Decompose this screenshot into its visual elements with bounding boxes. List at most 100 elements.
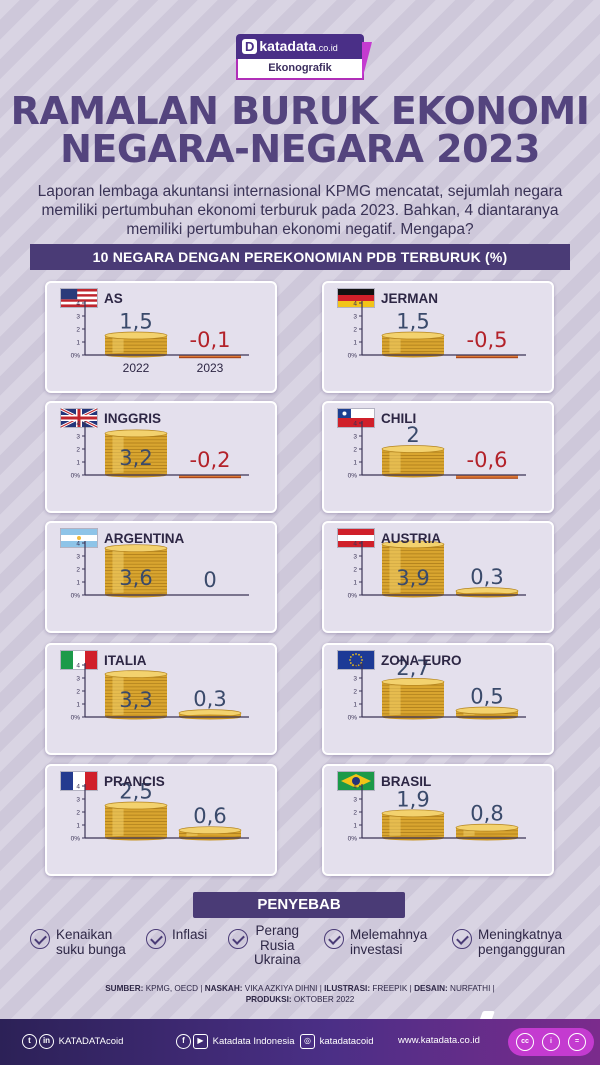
y-tick-label: 1 (353, 580, 357, 587)
intro-line-1: Laporan lembaga akuntansi internasional … (37, 183, 563, 200)
brazil-flag-icon (337, 771, 375, 791)
country-name: INGGRIS (104, 411, 162, 426)
naskah-label: NASKAH: (204, 984, 243, 993)
y-tick-label: 3 (353, 554, 357, 561)
country-chart: 4 3 2 1 0% 2,5 0,6 (60, 771, 249, 843)
y-tick-label: 2 (353, 447, 357, 454)
twitter-handle[interactable]: KATADATAcoid (58, 1036, 124, 1048)
sumber-value: KPMG, OECD (145, 984, 199, 993)
y-tick-label: 2 (76, 810, 80, 817)
value-label-2023: -0,1 (190, 328, 231, 352)
y-tick-label: 1 (76, 702, 80, 709)
y-tick-label: 2 (76, 327, 80, 334)
footer-website[interactable]: www.katadata.co.id (398, 1035, 480, 1046)
y-tick-label: 1 (76, 340, 80, 347)
facebook-icon[interactable]: f (176, 1034, 191, 1049)
country-card: 4 3 2 1 0% 1,9 0,8 BRASIL (322, 764, 554, 876)
facebook-handle[interactable]: Katadata Indonesia (212, 1036, 295, 1048)
bar-2022 (381, 678, 445, 720)
value-label-2022: 1,5 (119, 310, 152, 334)
y-tick-label: 0% (71, 473, 81, 480)
value-label-2022: 2,5 (119, 780, 152, 804)
footer-social-twitter-linkedin[interactable]: t in KATADATAcoid (22, 1034, 123, 1049)
twitter-icon[interactable]: t (22, 1034, 37, 1049)
footer-social-instagram[interactable]: ◎ katadatacoid (300, 1034, 374, 1049)
bar-2023-edge (456, 477, 518, 479)
y-tick-label: 4 (353, 541, 357, 548)
bar-2023 (455, 823, 519, 841)
value-label-2023: 0,3 (470, 565, 503, 589)
bar-2022 (381, 445, 445, 478)
country-name: ARGENTINA (104, 531, 185, 546)
value-label-2023: 0,8 (470, 802, 503, 826)
value-label-2023: 0 (203, 568, 216, 592)
y-tick-label: 0% (348, 353, 358, 360)
country-name: AUSTRIA (381, 531, 441, 546)
value-label-2022: 2,7 (396, 656, 429, 680)
italy-flag-icon (60, 650, 98, 670)
bar-2022 (104, 331, 168, 358)
check-circle-icon (324, 929, 344, 949)
y-tick-label: 0% (71, 353, 81, 360)
y-tick-label: 4 (353, 784, 357, 791)
eu-flag-icon (337, 650, 375, 670)
y-tick-label: 4 (353, 663, 357, 670)
country-name: JERMAN (381, 291, 439, 306)
y-tick-label: 0% (71, 715, 81, 722)
bar-2023-edge (179, 477, 241, 479)
check-circle-icon (30, 929, 50, 949)
y-tick-label: 4 (76, 541, 80, 548)
y-tick-label: 3 (76, 314, 80, 321)
country-card: 4 3 2 1 0% 3,6 0 ARGENTINA (45, 521, 277, 633)
value-label-2022: 1,5 (396, 310, 429, 334)
cause-item: Meningkatnya pengangguran (452, 925, 582, 975)
y-tick-label: 3 (76, 676, 80, 683)
country-name: ZONA EURO (381, 653, 462, 668)
y-tick-label: 1 (353, 340, 357, 347)
value-label-2023: -0,2 (190, 448, 231, 472)
value-label-2023: 0,5 (470, 685, 503, 709)
bar-2023 (178, 826, 242, 841)
country-chart: 4 3 2 1 0% 3,3 0,3 (60, 650, 249, 722)
bar-2022 (381, 809, 445, 841)
cause-item: Kenaikan suku bunga (30, 925, 130, 975)
instagram-handle[interactable]: katadatacoid (319, 1036, 374, 1048)
instagram-icon[interactable]: ◎ (300, 1034, 315, 1049)
cause-text: Perang Rusia Ukraina (254, 923, 301, 967)
sumber-label: SUMBER: (105, 984, 144, 993)
bar-2023-edge (179, 357, 241, 359)
country-name: ITALIA (104, 653, 147, 668)
y-tick-label: 0% (348, 593, 358, 600)
country-card: 4 3 2 1 0% 2,7 0,5 ZONA EURO (322, 643, 554, 755)
youtube-icon[interactable]: ▶ (193, 1034, 208, 1049)
country-chart: 4 3 2 1 0% 1,5 -0,5 (337, 288, 526, 360)
y-tick-label: 2 (353, 327, 357, 334)
footer-social-facebook-youtube[interactable]: f ▶ Katadata Indonesia (176, 1034, 295, 1049)
germany-flag-icon (337, 288, 375, 308)
y-tick-label: 4 (76, 301, 80, 308)
country-name: AS (104, 291, 123, 306)
france-flag-icon (60, 771, 98, 791)
country-card: 4 3 2 1 0% 3,3 0,3 ITALIA (45, 643, 277, 755)
y-tick-label: 3 (353, 676, 357, 683)
linkedin-icon[interactable]: in (39, 1034, 54, 1049)
naskah-value: VIKA AZKIYA DIHNI (244, 984, 318, 993)
nd-license-icon: = (568, 1033, 586, 1051)
bar-2023 (179, 355, 241, 358)
bar-2022 (104, 801, 168, 841)
intro-text: Laporan lembaga akuntansi internasional … (22, 182, 578, 239)
source-credits: SUMBER: KPMG, OECD | NASKAH: VIKA AZKIYA… (105, 984, 495, 1004)
check-circle-icon (452, 929, 472, 949)
value-label-2023: -0,6 (467, 448, 508, 472)
cause-item: Melemahnya investasi (324, 925, 427, 975)
country-chart: 4 3 2 1 0% 3,6 0 (60, 528, 249, 600)
y-tick-label: 0% (71, 593, 81, 600)
country-card: 4 3 2 1 0% 1,5 -0,5 JERMAN (322, 281, 554, 393)
y-tick-label: 1 (353, 702, 357, 709)
logo-corner-shape (362, 42, 372, 80)
country-name: BRASIL (381, 774, 432, 789)
y-tick-label: 0% (71, 836, 81, 843)
value-label-2022: 3,6 (119, 566, 152, 590)
y-tick-label: 0% (348, 715, 358, 722)
